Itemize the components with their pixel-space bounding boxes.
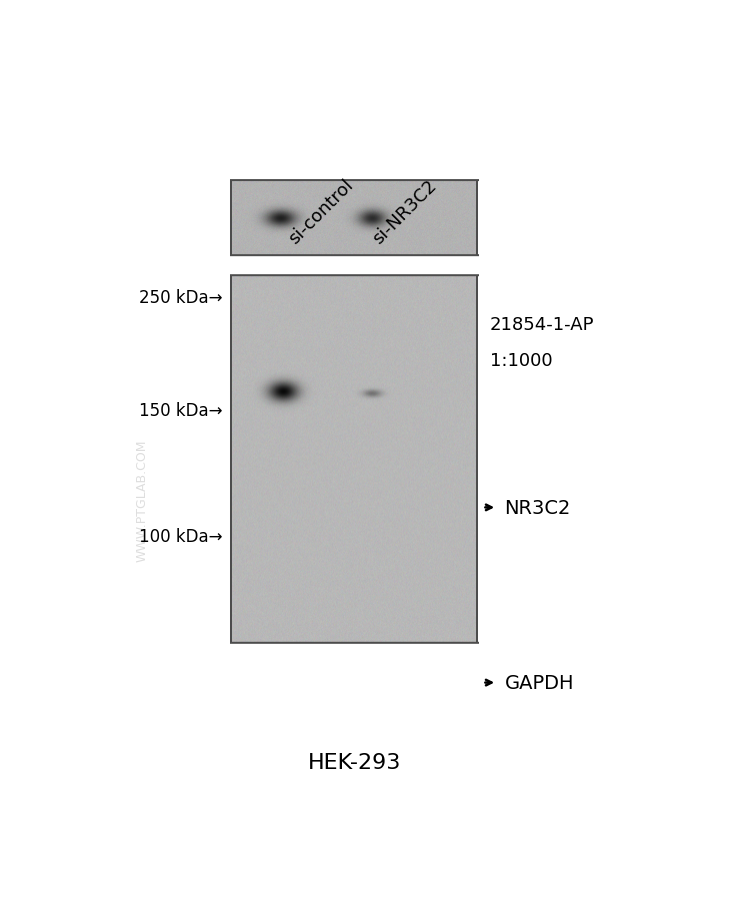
Text: NR3C2: NR3C2 [504, 498, 571, 518]
Text: 1:1000: 1:1000 [490, 352, 553, 370]
Text: WWW.PTGLAB.COM: WWW.PTGLAB.COM [136, 439, 149, 562]
Text: 150 kDa→: 150 kDa→ [140, 401, 223, 419]
Text: si-NR3C2: si-NR3C2 [369, 177, 440, 248]
Text: HEK-293: HEK-293 [308, 752, 401, 772]
Text: 250 kDa→: 250 kDa→ [140, 289, 223, 307]
Text: 21854-1-AP: 21854-1-AP [490, 316, 594, 334]
Text: 100 kDa→: 100 kDa→ [140, 528, 223, 546]
Text: si-control: si-control [285, 177, 357, 248]
Text: GAPDH: GAPDH [504, 673, 574, 693]
